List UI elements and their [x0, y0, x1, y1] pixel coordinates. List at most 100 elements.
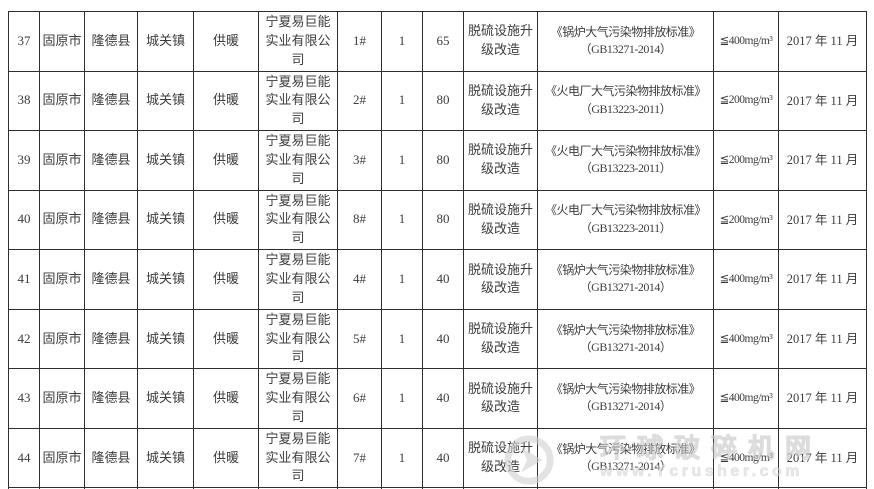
table-row: 39 固原市 隆德县 城关镇 供暖 宁夏易巨能实业有限公司 3# 1 80 脱硫设施升级改造 《火电… [8, 130, 867, 191]
cell-company: 宁夏易巨能实业有限公司 [258, 249, 338, 310]
cell-capacity: 80 [422, 70, 464, 132]
cell-capacity: 80 [422, 189, 464, 251]
cell-standard: 《锅炉大气污染物排放标准》 （GB13271-2014） [537, 11, 714, 72]
cell-no: 44 [8, 427, 40, 489]
cell-company: 宁夏易巨能实业有限公司 [258, 368, 338, 429]
cell-boiler: 5# [337, 308, 382, 370]
cell-units: 1 [381, 368, 423, 429]
cell-project: 脱硫设施升级改造 [463, 308, 538, 370]
cell-usage: 供暖 [193, 11, 259, 72]
cell-units: 1 [381, 308, 423, 370]
cell-deadline: 2017 年 11 月 [778, 427, 867, 489]
cell-company: 宁夏易巨能实业有限公司 [258, 427, 338, 489]
cell-city: 固原市 [39, 11, 85, 72]
cell-project: 脱硫设施升级改造 [463, 189, 538, 251]
cell-company: 宁夏易巨能实业有限公司 [258, 308, 338, 370]
cell-boiler: 8# [337, 189, 382, 251]
cell-deadline: 2017 年 11 月 [778, 308, 867, 370]
cell-deadline: 2017 年 11 月 [778, 249, 867, 310]
cell-limit: ≦400mg/m³ [713, 11, 779, 72]
cell-units: 1 [381, 249, 423, 310]
cell-town: 城关镇 [137, 11, 194, 72]
cell-capacity: 40 [422, 249, 464, 310]
cell-units: 1 [381, 130, 423, 191]
cell-company: 宁夏易巨能实业有限公司 [258, 11, 338, 72]
cell-company: 宁夏易巨能实业有限公司 [258, 189, 338, 251]
cell-town: 城关镇 [137, 308, 194, 370]
table-row: 37 固原市 隆德县 城关镇 供暖 宁夏易巨能实业有限公司 1# 1 65 脱硫设施升级改造 《锅炉… [8, 11, 867, 72]
subtotal-row: 小计 8 465 [8, 487, 867, 489]
table-row: 38 固原市 隆德县 城关镇 供暖 宁夏易巨能实业有限公司 2# 1 80 脱硫设施升级改造 《火电… [8, 70, 867, 132]
cell-county: 隆德县 [84, 249, 138, 310]
table-row: 41 固原市 隆德县 城关镇 供暖 宁夏易巨能实业有限公司 4# 1 40 脱硫设施升级改造 《锅炉… [8, 249, 867, 310]
cell-deadline: 2017 年 11 月 [778, 189, 867, 251]
cell-capacity: 40 [422, 308, 464, 370]
cell-boiler: 4# [337, 249, 382, 310]
cell-limit: ≦400mg/m³ [713, 249, 779, 310]
cell-town: 城关镇 [137, 249, 194, 310]
cell-town: 城关镇 [137, 130, 194, 191]
cell-no: 43 [8, 368, 40, 429]
cell-boiler: 6# [337, 368, 382, 429]
cell-no: 39 [8, 130, 40, 191]
cell-standard: 《火电厂大气污染物排放标准》 （GB13223-2011） [537, 189, 714, 251]
cell-deadline: 2017 年 11 月 [778, 11, 867, 72]
cell-town: 城关镇 [137, 189, 194, 251]
cell-city: 固原市 [39, 368, 85, 429]
cell-units: 1 [381, 189, 423, 251]
cell-standard: 《锅炉大气污染物排放标准》 （GB13271-2014） [537, 308, 714, 370]
cell-limit: ≦200mg/m³ [713, 130, 779, 191]
cell-limit: ≦400mg/m³ [713, 308, 779, 370]
cell-no: 38 [8, 70, 40, 132]
cell-standard: 《锅炉大气污染物排放标准》 （GB13271-2014） [537, 427, 714, 489]
cell-units: 1 [381, 70, 423, 132]
cell-project: 脱硫设施升级改造 [463, 70, 538, 132]
cell-usage: 供暖 [193, 368, 259, 429]
cell-limit: ≦200mg/m³ [713, 189, 779, 251]
cell-project: 脱硫设施升级改造 [463, 130, 538, 191]
cell-capacity: 65 [422, 11, 464, 72]
cell-limit: ≦400mg/m³ [713, 427, 779, 489]
cell-project: 脱硫设施升级改造 [463, 249, 538, 310]
cell-deadline: 2017 年 11 月 [778, 130, 867, 191]
cell-standard: 《火电厂大气污染物排放标准》 （GB13223-2011） [537, 70, 714, 132]
cell-limit: ≦400mg/m³ [713, 368, 779, 429]
cell-county: 隆德县 [84, 308, 138, 370]
cell-standard: 《锅炉大气污染物排放标准》 （GB13271-2014） [537, 368, 714, 429]
cell-standard: 《火电厂大气污染物排放标准》 （GB13223-2011） [537, 130, 714, 191]
cell-project: 脱硫设施升级改造 [463, 368, 538, 429]
cell-county: 隆德县 [84, 11, 138, 72]
cell-no: 42 [8, 308, 40, 370]
cell-capacity: 40 [422, 368, 464, 429]
cell-usage: 供暖 [193, 427, 259, 489]
cell-usage: 供暖 [193, 249, 259, 310]
cell-city: 固原市 [39, 249, 85, 310]
cell-company: 宁夏易巨能实业有限公司 [258, 70, 338, 132]
cell-city: 固原市 [39, 189, 85, 251]
cell-capacity: 40 [422, 427, 464, 489]
cell-usage: 供暖 [193, 189, 259, 251]
table-row: 42 固原市 隆德县 城关镇 供暖 宁夏易巨能实业有限公司 5# 1 40 脱硫设施升级改造 《锅炉… [8, 308, 867, 370]
table-row: 40 固原市 隆德县 城关镇 供暖 宁夏易巨能实业有限公司 8# 1 80 脱硫设施升级改造 《火电… [8, 189, 867, 251]
table-row: 43 固原市 隆德县 城关镇 供暖 宁夏易巨能实业有限公司 6# 1 40 脱硫设施升级改造 《锅炉… [8, 368, 867, 429]
cell-county: 隆德县 [84, 70, 138, 132]
cell-no: 37 [8, 11, 40, 72]
table-row: 44 固原市 隆德县 城关镇 供暖 宁夏易巨能实业有限公司 7# 1 40 脱硫设施升级改造 《锅炉… [8, 427, 867, 489]
cell-town: 城关镇 [137, 368, 194, 429]
cell-project: 脱硫设施升级改造 [463, 11, 538, 72]
cell-units: 1 [381, 427, 423, 489]
cell-boiler: 2# [337, 70, 382, 132]
cell-no: 41 [8, 249, 40, 310]
cell-units: 1 [381, 11, 423, 72]
cell-capacity: 80 [422, 130, 464, 191]
table-body: 37 固原市 隆德县 城关镇 供暖 宁夏易巨能实业有限公司 1# 1 65 脱硫设施升级改造 《锅炉… [8, 11, 867, 489]
cell-deadline: 2017 年 11 月 [778, 70, 867, 132]
cell-usage: 供暖 [193, 130, 259, 191]
cell-usage: 供暖 [193, 70, 259, 132]
cell-boiler: 3# [337, 130, 382, 191]
cell-boiler: 7# [337, 427, 382, 489]
cell-usage: 供暖 [193, 308, 259, 370]
cell-standard: 《锅炉大气污染物排放标准》 （GB13271-2014） [537, 249, 714, 310]
cell-county: 隆德县 [84, 427, 138, 489]
